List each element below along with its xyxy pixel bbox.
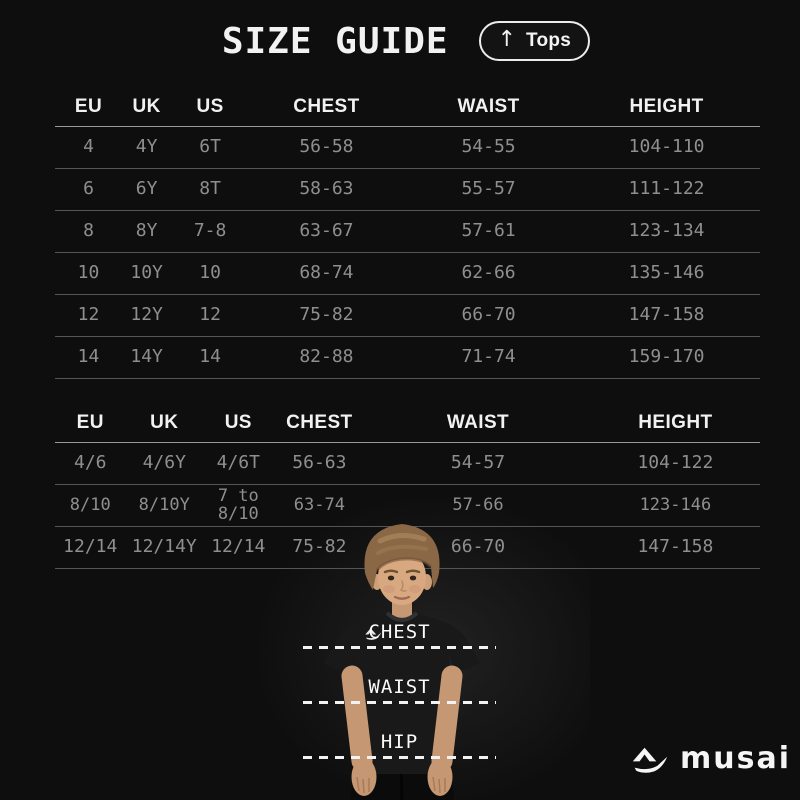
brand-swoosh-icon bbox=[632, 747, 668, 773]
hip-label: HIP bbox=[380, 731, 419, 753]
size-cell: 10 bbox=[171, 252, 249, 295]
size-cell: 104-110 bbox=[573, 126, 760, 169]
size-cell: 8/10Y bbox=[125, 484, 204, 527]
size-cell: 57-66 bbox=[365, 484, 591, 527]
size-cell: 147-158 bbox=[590, 526, 760, 569]
column-header-us: US bbox=[203, 404, 274, 443]
size-cell: 14 bbox=[171, 336, 249, 379]
size-cell: 6 bbox=[55, 168, 122, 211]
size-cell: 4/6T bbox=[203, 442, 274, 485]
size-cell: 4/6 bbox=[55, 442, 126, 485]
size-cell: 68-74 bbox=[248, 252, 404, 295]
table-header-row: EU UK US CHEST WAIST HEIGHT bbox=[55, 404, 760, 443]
size-row: 4/6 4/6Y 4/6T 56-63 54-57 104-122 bbox=[55, 442, 760, 485]
table-header-row: EU UK US CHEST WAIST HEIGHT bbox=[55, 88, 760, 127]
child-model-illustration bbox=[324, 524, 480, 800]
column-header-us: US bbox=[171, 88, 249, 127]
size-row: 12 12Y 12 75-82 66-70 147-158 bbox=[55, 294, 760, 337]
column-header-waist: WAIST bbox=[403, 88, 574, 127]
size-row: 6 6Y 8T 58-63 55-57 111-122 bbox=[55, 168, 760, 211]
size-cell: 66-70 bbox=[403, 294, 574, 337]
size-cell: 54-57 bbox=[365, 442, 591, 485]
size-cell: 8Y bbox=[121, 210, 172, 253]
size-row: 8/10 8/10Y 7 to 8/10 63-74 57-66 123-146 bbox=[55, 484, 760, 527]
size-cell: 54-55 bbox=[403, 126, 574, 169]
waist-measure-line bbox=[303, 701, 496, 704]
size-cell: 12 bbox=[55, 294, 122, 337]
brand-logo: musai bbox=[630, 744, 791, 774]
size-cell: 159-170 bbox=[573, 336, 760, 379]
size-cell: 8/10 bbox=[55, 484, 126, 527]
size-cell: 56-58 bbox=[248, 126, 404, 169]
brand-wordmark: musai bbox=[680, 741, 792, 776]
chest-measure-line bbox=[303, 646, 496, 649]
column-header-eu: EU bbox=[55, 404, 126, 443]
size-cell: 147-158 bbox=[573, 294, 760, 337]
size-cell: 56-63 bbox=[273, 442, 366, 485]
size-row: 10 10Y 10 68-74 62-66 135-146 bbox=[55, 252, 760, 295]
column-header-height: HEIGHT bbox=[573, 88, 760, 127]
size-cell: 10 bbox=[55, 252, 122, 295]
size-cell: 12/14 bbox=[55, 526, 126, 569]
size-row: 14 14Y 14 82-88 71-74 159-170 bbox=[55, 336, 760, 379]
size-cell: 57-61 bbox=[403, 210, 574, 253]
size-cell: 123-134 bbox=[573, 210, 760, 253]
size-cell: 135-146 bbox=[573, 252, 760, 295]
column-header-chest: CHEST bbox=[273, 404, 366, 443]
header: SIZE GUIDE ↑ Tops bbox=[0, 18, 800, 64]
size-table-grouped-sizes: EU UK US CHEST WAIST HEIGHT 4/6 4/6Y 4/6T 56-63 5… bbox=[55, 404, 760, 569]
column-header-uk: UK bbox=[125, 404, 204, 443]
size-row: 4 4Y 6T 56-58 54-55 104-110 bbox=[55, 126, 760, 169]
page-title: SIZE GUIDE bbox=[221, 20, 449, 62]
size-cell: 71-74 bbox=[403, 336, 574, 379]
size-cell: 63-67 bbox=[248, 210, 404, 253]
size-cell: 4Y bbox=[121, 126, 172, 169]
size-cell: 10Y bbox=[121, 252, 172, 295]
size-cell: 4/6Y bbox=[125, 442, 204, 485]
column-header-height: HEIGHT bbox=[590, 404, 760, 443]
size-cell: 12/14 bbox=[203, 526, 274, 569]
category-badge-tops[interactable]: ↑ Tops bbox=[478, 21, 591, 61]
size-cell: 62-66 bbox=[403, 252, 574, 295]
up-arrow-icon: ↑ bbox=[497, 27, 516, 52]
size-row: 8 8Y 7-8 63-67 57-61 123-134 bbox=[55, 210, 760, 253]
size-cell: 123-146 bbox=[590, 484, 760, 527]
size-cell: 75-82 bbox=[248, 294, 404, 337]
column-header-chest: CHEST bbox=[248, 88, 404, 127]
size-cell: 7 to 8/10 bbox=[203, 484, 274, 527]
size-cell: 7-8 bbox=[171, 210, 249, 253]
size-table-single-sizes: EU UK US CHEST WAIST HEIGHT 4 4Y 6T 56-58 54-55 10… bbox=[55, 88, 760, 379]
waist-label: WAIST bbox=[368, 676, 431, 698]
column-header-waist: WAIST bbox=[365, 404, 591, 443]
size-cell: 75-82 bbox=[273, 526, 366, 569]
size-cell: 12/14Y bbox=[125, 526, 204, 569]
size-cell: 6Y bbox=[121, 168, 172, 211]
shirt-logo-icon bbox=[365, 628, 382, 640]
size-cell: 12Y bbox=[121, 294, 172, 337]
size-cell: 14Y bbox=[121, 336, 172, 379]
size-cell: 12 bbox=[171, 294, 249, 337]
column-header-eu: EU bbox=[55, 88, 122, 127]
category-badge-label: Tops bbox=[526, 30, 572, 51]
size-cell: 104-122 bbox=[590, 442, 760, 485]
size-cell: 82-88 bbox=[248, 336, 404, 379]
size-cell: 4 bbox=[55, 126, 122, 169]
size-cell: 63-74 bbox=[273, 484, 366, 527]
column-header-uk: UK bbox=[121, 88, 172, 127]
model-figure bbox=[300, 515, 510, 800]
chest-label: CHEST bbox=[368, 621, 431, 643]
size-cell: 55-57 bbox=[403, 168, 574, 211]
size-cell: 14 bbox=[55, 336, 122, 379]
size-cell: 58-63 bbox=[248, 168, 404, 211]
size-cell: 8T bbox=[171, 168, 249, 211]
size-cell: 111-122 bbox=[573, 168, 760, 211]
size-cell: 8 bbox=[55, 210, 122, 253]
hip-measure-line bbox=[303, 756, 496, 759]
size-cell: 6T bbox=[171, 126, 249, 169]
